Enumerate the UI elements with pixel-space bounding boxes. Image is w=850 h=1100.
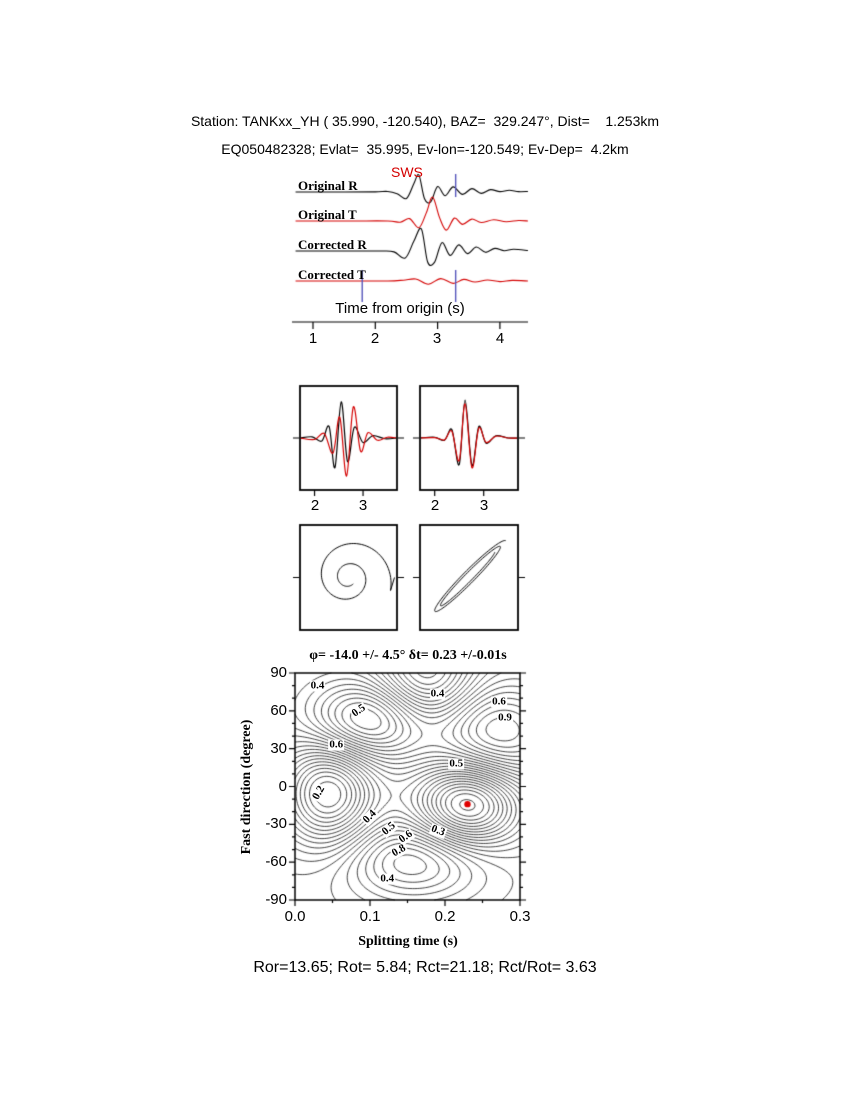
contour-title: φ= -14.0 +/- 4.5° δt= 0.23 +/-0.01s <box>309 648 507 663</box>
contour-level-label: 0.6 <box>328 738 345 751</box>
window-b-tick-2: 2 <box>430 497 440 514</box>
contour-xtick-label: 0.2 <box>434 908 456 925</box>
trace-label-corrected-t: Corrected T <box>298 267 366 282</box>
contour-ytick-label: 90 <box>270 664 287 681</box>
station-header: Station: TANKxx_YH ( 35.990, -120.540), … <box>190 113 660 129</box>
event-header: EQ050482328; Evlat= 35.995, Ev-lon=-120.… <box>221 141 629 157</box>
contour-ytick-label: -90 <box>265 891 287 908</box>
contour-xtick-label: 0.3 <box>509 908 531 925</box>
window-b-tick-3: 3 <box>479 497 489 514</box>
trace-label-original-t: Original T <box>298 207 357 222</box>
contour-level-label: 0.4 <box>309 679 326 692</box>
contour-level-label: 0.4 <box>379 872 396 885</box>
contour-xtick-label: 0.1 <box>359 908 381 925</box>
window-a-tick-2: 2 <box>310 497 320 514</box>
seismogram-traces-plot <box>280 158 540 358</box>
time-axis-label: Time from origin (s) <box>335 300 465 317</box>
window-a-tick-3: 3 <box>358 497 368 514</box>
contour-level-label: 0.9 <box>497 711 513 724</box>
waveform-window-panels <box>280 380 540 520</box>
contour-xlabel: Splitting time (s) <box>358 934 458 949</box>
contour-ytick-label: -30 <box>265 815 287 833</box>
contour-ytick-label: 30 <box>270 739 287 757</box>
contour-ytick-label: 60 <box>270 701 287 719</box>
contour-xtick-label: 0.0 <box>284 908 306 925</box>
contour-ytick-label: 0 <box>278 777 287 795</box>
time-tick-2: 2 <box>370 330 380 347</box>
time-tick-3: 3 <box>432 330 442 347</box>
time-tick-1: 1 <box>308 330 318 347</box>
trace-label-original-r: Original R <box>298 178 358 193</box>
time-tick-4: 4 <box>495 330 505 347</box>
contour-ytick-label: -60 <box>265 853 287 871</box>
sws-annotation: SWS <box>391 164 423 180</box>
result-summary: Ror=13.65; Rot= 5.84; Rct=21.18; Rct/Rot… <box>253 959 597 976</box>
trace-label-corrected-r: Corrected R <box>298 237 367 252</box>
contour-level-label: 0.5 <box>448 757 465 770</box>
contour-level-label: 0.4 <box>429 687 446 700</box>
contour-level-label: 0.6 <box>491 695 507 708</box>
particle-motion-panels <box>280 518 540 643</box>
